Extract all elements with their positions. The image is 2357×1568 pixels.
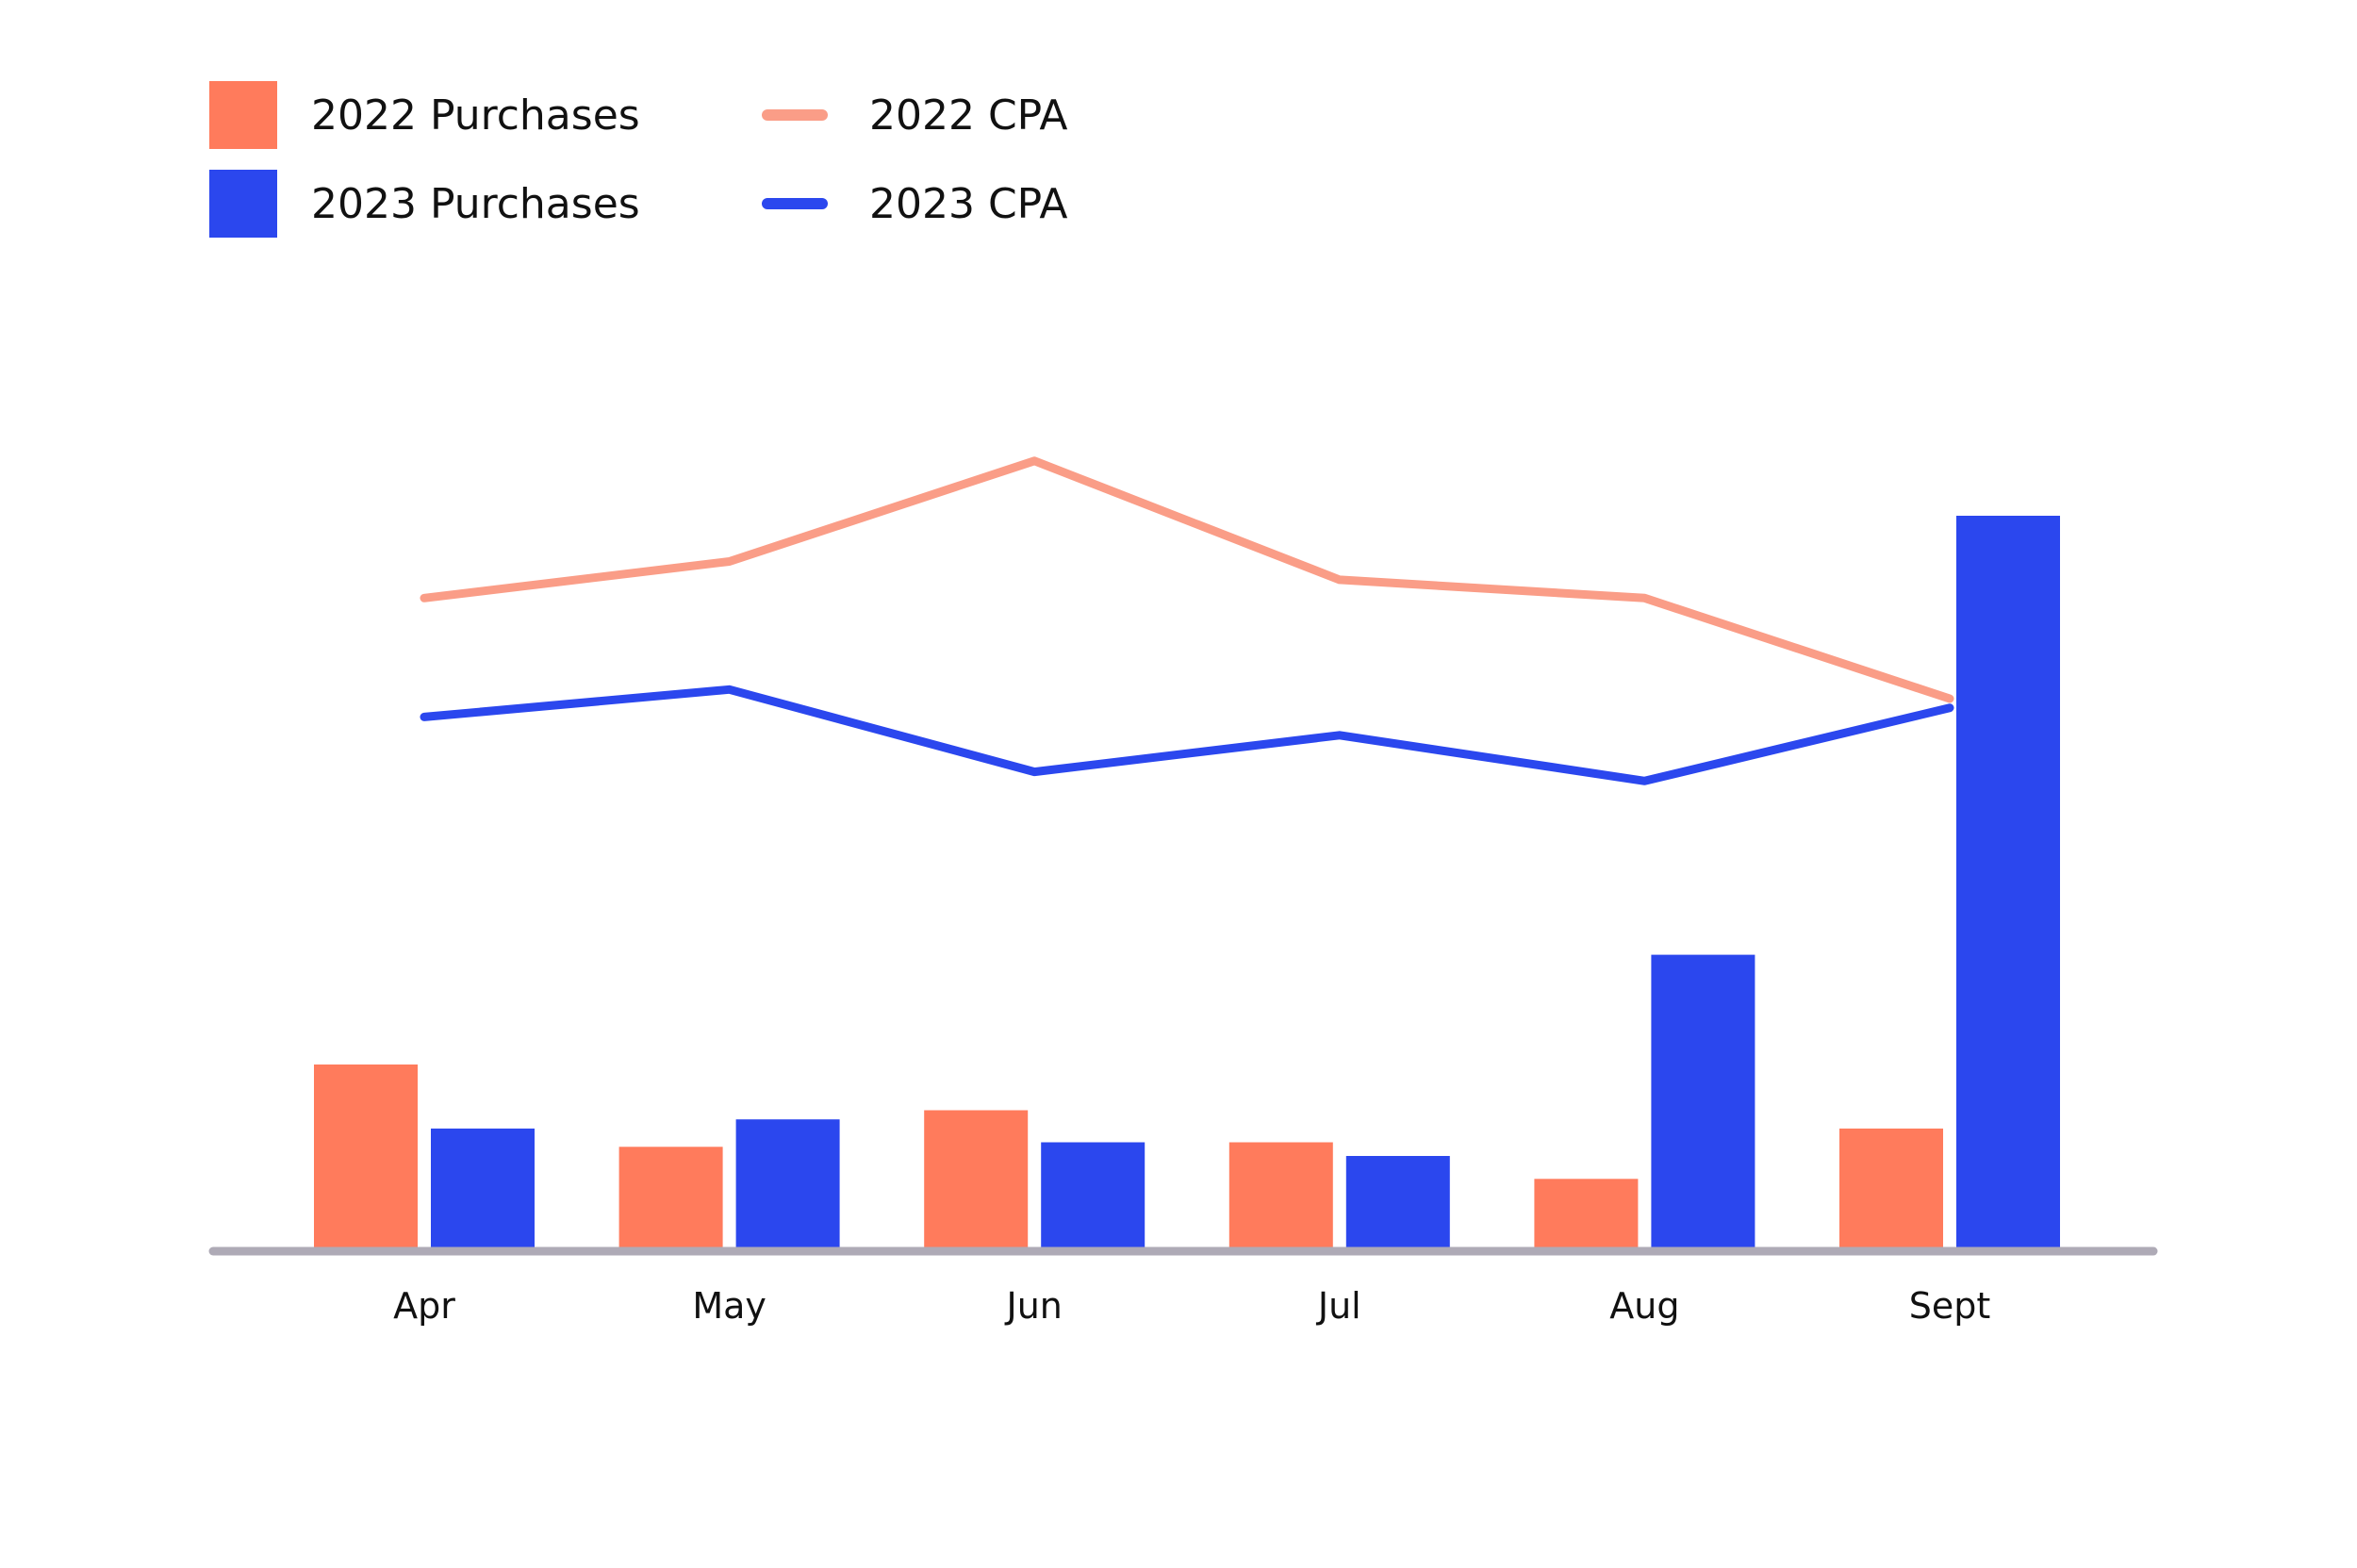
legend-label-2023-cpa: 2023 CPA: [869, 179, 1068, 228]
bar-2022-purchases-aug: [1534, 1179, 1639, 1248]
legend-label-2022-purchases: 2022 Purchases: [311, 91, 640, 140]
x-tick-label-jun: Jun: [1005, 1285, 1063, 1327]
bar-2023-purchases-may: [735, 1119, 840, 1247]
line-2023-cpa: [420, 685, 1954, 785]
bar-2022-purchases-sept: [1839, 1128, 1943, 1247]
x-tick-label-aug: Aug: [1609, 1285, 1679, 1327]
bars-layer: [314, 516, 2060, 1248]
x-axis-ticks: Apr May Jun Jul Aug Sept: [393, 1285, 1990, 1327]
legend-swatch-2023-purchases: [209, 170, 277, 238]
x-tick-label-apr: Apr: [393, 1285, 455, 1327]
legend-line-2022-cpa: [762, 109, 828, 121]
bar-2022-purchases-jun: [924, 1110, 1029, 1247]
bar-2022-purchases-apr: [314, 1065, 418, 1247]
lines-layer: [420, 456, 1954, 785]
bar-2023-purchases-sept: [1956, 516, 2060, 1247]
legend-swatch-2022-purchases: [209, 81, 277, 149]
bar-2023-purchases-apr: [431, 1128, 535, 1247]
bar-2023-purchases-aug: [1651, 954, 1755, 1247]
x-tick-label-may: May: [692, 1285, 766, 1327]
legend-label-2022-cpa: 2022 CPA: [869, 91, 1068, 140]
legend-line-2023-cpa: [762, 198, 828, 209]
legend-item-2022-purchases: 2022 Purchases: [209, 81, 640, 149]
x-tick-label-jul: Jul: [1316, 1285, 1361, 1327]
legend-item-2023-cpa: 2023 CPA: [762, 170, 1068, 238]
legend-label-2023-purchases: 2023 Purchases: [311, 179, 640, 228]
legend-item-2023-purchases: 2023 Purchases: [209, 170, 640, 238]
bar-2023-purchases-jun: [1041, 1142, 1146, 1247]
line-2022-cpa: [420, 456, 1954, 703]
legend: 2022 Purchases 2023 Purchases 2022 CPA 2…: [209, 81, 1152, 241]
legend-item-2022-cpa: 2022 CPA: [762, 81, 1068, 149]
x-tick-label-sept: Sept: [1909, 1285, 1991, 1327]
bar-2022-purchases-jul: [1228, 1142, 1333, 1247]
bar-2023-purchases-jul: [1345, 1156, 1450, 1247]
bar-2022-purchases-may: [618, 1147, 723, 1247]
